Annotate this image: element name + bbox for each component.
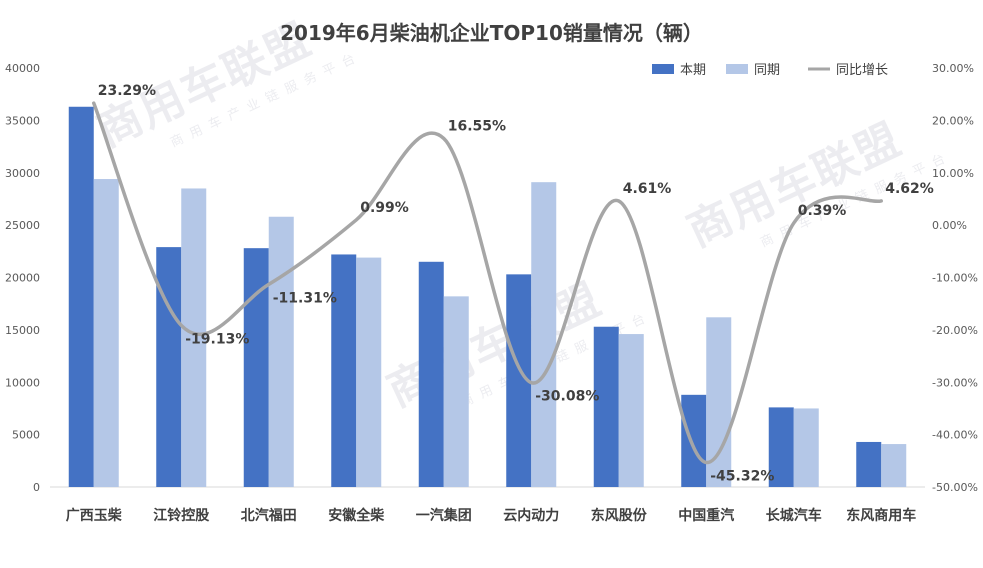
bar-previous <box>618 334 644 487</box>
bar-previous <box>181 188 207 487</box>
y-right-tick-label: 10.00% <box>932 167 974 180</box>
x-tick-label: 长城汽车 <box>766 507 822 524</box>
bar-current <box>593 326 619 487</box>
x-tick-label: 中国重汽 <box>678 507 734 524</box>
y-right-tick-label: 0.00% <box>932 219 967 232</box>
bar-previous <box>93 179 119 487</box>
y-right-tick-label: -50.00% <box>932 481 978 494</box>
x-tick-label: 广西玉柴 <box>66 507 123 524</box>
growth-data-label: 4.61% <box>623 181 672 197</box>
x-tick-label: 安徽全柴 <box>328 507 385 524</box>
bar-previous <box>531 182 557 488</box>
bar-previous <box>268 216 294 487</box>
bar-current <box>243 248 269 487</box>
y-left-tick-label: 5000 <box>12 429 40 442</box>
growth-data-label: -30.08% <box>535 389 599 405</box>
legend-swatch <box>726 64 748 74</box>
growth-data-label: -19.13% <box>185 331 249 347</box>
growth-data-label: 16.55% <box>448 118 506 134</box>
y-left-tick-label: 10000 <box>5 376 40 389</box>
legend-label: 同期 <box>754 63 780 78</box>
y-left-tick-label: 20000 <box>5 272 40 285</box>
y-left-tick-label: 35000 <box>5 114 40 127</box>
legend-label: 同比增长 <box>836 63 888 78</box>
y-left-tick-label: 0 <box>33 481 40 494</box>
growth-data-label: 0.39% <box>798 203 847 219</box>
bar-previous <box>706 317 732 487</box>
y-left-tick-label: 30000 <box>5 167 40 180</box>
x-tick-label: 东风商用车 <box>846 507 916 524</box>
bar-current <box>156 247 182 487</box>
y-right-tick-label: -10.00% <box>932 272 978 285</box>
bar-current <box>681 394 707 487</box>
x-tick-label: 江铃控股 <box>153 507 210 524</box>
bar-current <box>768 407 794 487</box>
bar-previous <box>356 257 382 487</box>
growth-data-label: -11.31% <box>273 290 337 306</box>
growth-data-label: 0.99% <box>360 200 409 216</box>
bar-current <box>68 106 94 487</box>
bar-current <box>331 254 357 487</box>
bar-previous <box>881 444 907 487</box>
x-tick-label: 东风股份 <box>591 507 648 524</box>
growth-data-label: -45.32% <box>710 468 774 484</box>
y-right-tick-label: 30.00% <box>932 62 974 75</box>
y-right-tick-label: -30.00% <box>932 376 978 389</box>
y-right-tick-label: 20.00% <box>932 114 974 127</box>
y-left-tick-label: 15000 <box>5 324 40 337</box>
x-tick-label: 云内动力 <box>503 507 559 524</box>
y-right-tick-label: -40.00% <box>932 429 978 442</box>
legend-label: 本期 <box>680 63 706 78</box>
bar-current <box>856 441 882 487</box>
growth-data-label: 23.29% <box>98 83 156 99</box>
growth-data-label: 4.62% <box>885 181 934 197</box>
chart-title: 2019年6月柴油机企业TOP10销量情况（辆） <box>280 21 703 45</box>
y-left-tick-label: 25000 <box>5 219 40 232</box>
y-right-tick-label: -20.00% <box>932 324 978 337</box>
bar-current <box>418 261 444 487</box>
legend-swatch <box>652 64 674 74</box>
x-tick-label: 北汽福田 <box>241 507 297 524</box>
x-tick-label: 一汽集团 <box>416 507 472 524</box>
bar-previous <box>443 296 469 487</box>
growth-line <box>92 101 883 465</box>
y-left-tick-label: 40000 <box>5 62 40 75</box>
bar-previous <box>793 408 819 487</box>
